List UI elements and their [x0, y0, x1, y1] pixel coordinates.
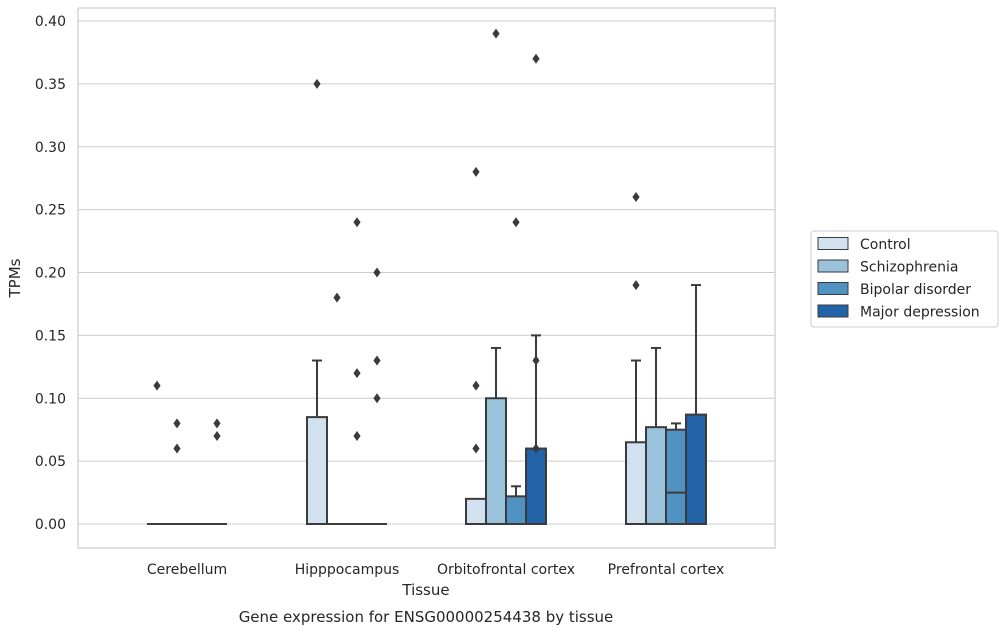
y-tick-label: 0.35: [35, 77, 66, 93]
y-tick-label: 0.20: [35, 266, 66, 282]
box-control: [306, 78, 328, 525]
outlier-point: [532, 443, 540, 454]
outlier-point: [173, 443, 181, 454]
plot-frame: [77, 7, 776, 549]
outlier-point: [472, 443, 480, 454]
legend-swatch: [817, 304, 849, 318]
x-axis-label: Tissue: [401, 581, 449, 599]
outlier-point: [353, 430, 361, 441]
box-control: [625, 192, 647, 526]
box-bipolar-disorder: [665, 422, 687, 525]
y-tick-label: 0.15: [35, 328, 66, 344]
y-tick-label: 0.25: [35, 203, 66, 219]
legend-frame: [810, 230, 999, 328]
outlier-point: [313, 78, 321, 89]
x-tick-labels: Cerebellum Hipppocampus Orbitofrontal cort…: [147, 562, 724, 578]
y-tick-label: 0.30: [35, 140, 66, 156]
box-body: [625, 441, 647, 526]
y-tick-labels: 0.00 0.05 0.10 0.15 0.20 0.25 0.30 0.35 0.40: [35, 14, 66, 533]
outlier-point: [492, 28, 500, 39]
chart-caption: Gene expression for ENSG00000254438 by t…: [239, 608, 614, 626]
y-tick-label: 0.00: [35, 517, 66, 533]
outlier-point: [632, 192, 640, 203]
y-tick-label: 0.05: [35, 454, 66, 470]
x-tick-label: Orbitofrontal cortex: [437, 562, 575, 578]
box-major-depression: [207, 418, 227, 525]
outlier-point: [532, 53, 540, 64]
outlier-point: [173, 418, 181, 429]
box-body: [465, 497, 487, 526]
outlier-point: [353, 217, 361, 228]
outlier-point: [353, 368, 361, 379]
outlier-point: [512, 217, 520, 228]
y-axis-label: TPMs: [6, 258, 24, 298]
box-body: [685, 413, 707, 525]
box-control: [147, 380, 167, 525]
box-schizophrenia: [485, 28, 507, 525]
legend-swatch: [817, 237, 849, 250]
outlier-point: [373, 393, 381, 404]
box-plots: [147, 28, 707, 526]
box-body: [525, 447, 547, 525]
box-body: [485, 397, 507, 525]
outlier-point: [333, 292, 341, 303]
box-major-depression: [685, 284, 707, 525]
x-tick-label: Hipppocampus: [295, 562, 400, 578]
box-body: [505, 495, 527, 525]
outlier-point: [532, 355, 540, 366]
box-body: [665, 428, 687, 525]
outlier-point: [373, 355, 381, 366]
legend: Control Schizophrenia Bipolar disorder Majo…: [810, 230, 999, 328]
outlier-point: [632, 280, 640, 291]
outlier-point: [213, 418, 221, 429]
box-body: [306, 416, 328, 525]
legend-swatch: [817, 259, 849, 273]
legend-label: Schizophrenia: [860, 260, 958, 276]
outlier-point: [472, 380, 480, 391]
outlier-point: [373, 267, 381, 278]
box-schizophrenia: [167, 418, 187, 525]
legend-label: Control: [860, 237, 911, 253]
y-tick-label: 0.10: [35, 391, 66, 407]
outlier-point: [153, 380, 161, 391]
box-body: [645, 426, 667, 525]
x-tick-label: Prefrontal cortex: [608, 562, 725, 578]
box-major-depression: [525, 53, 547, 525]
box-schizophrenia: [327, 292, 347, 525]
legend-label: Bipolar disorder: [860, 282, 971, 298]
legend-swatch: [817, 282, 849, 295]
box-bipolar-disorder: [347, 217, 367, 525]
y-tick-label: 0.40: [35, 14, 66, 30]
x-tick-label: Cerebellum: [147, 562, 227, 578]
outlier-point: [472, 166, 480, 177]
box-major-depression: [367, 267, 387, 525]
legend-label: Major depression: [860, 305, 980, 321]
outlier-point: [213, 430, 221, 441]
